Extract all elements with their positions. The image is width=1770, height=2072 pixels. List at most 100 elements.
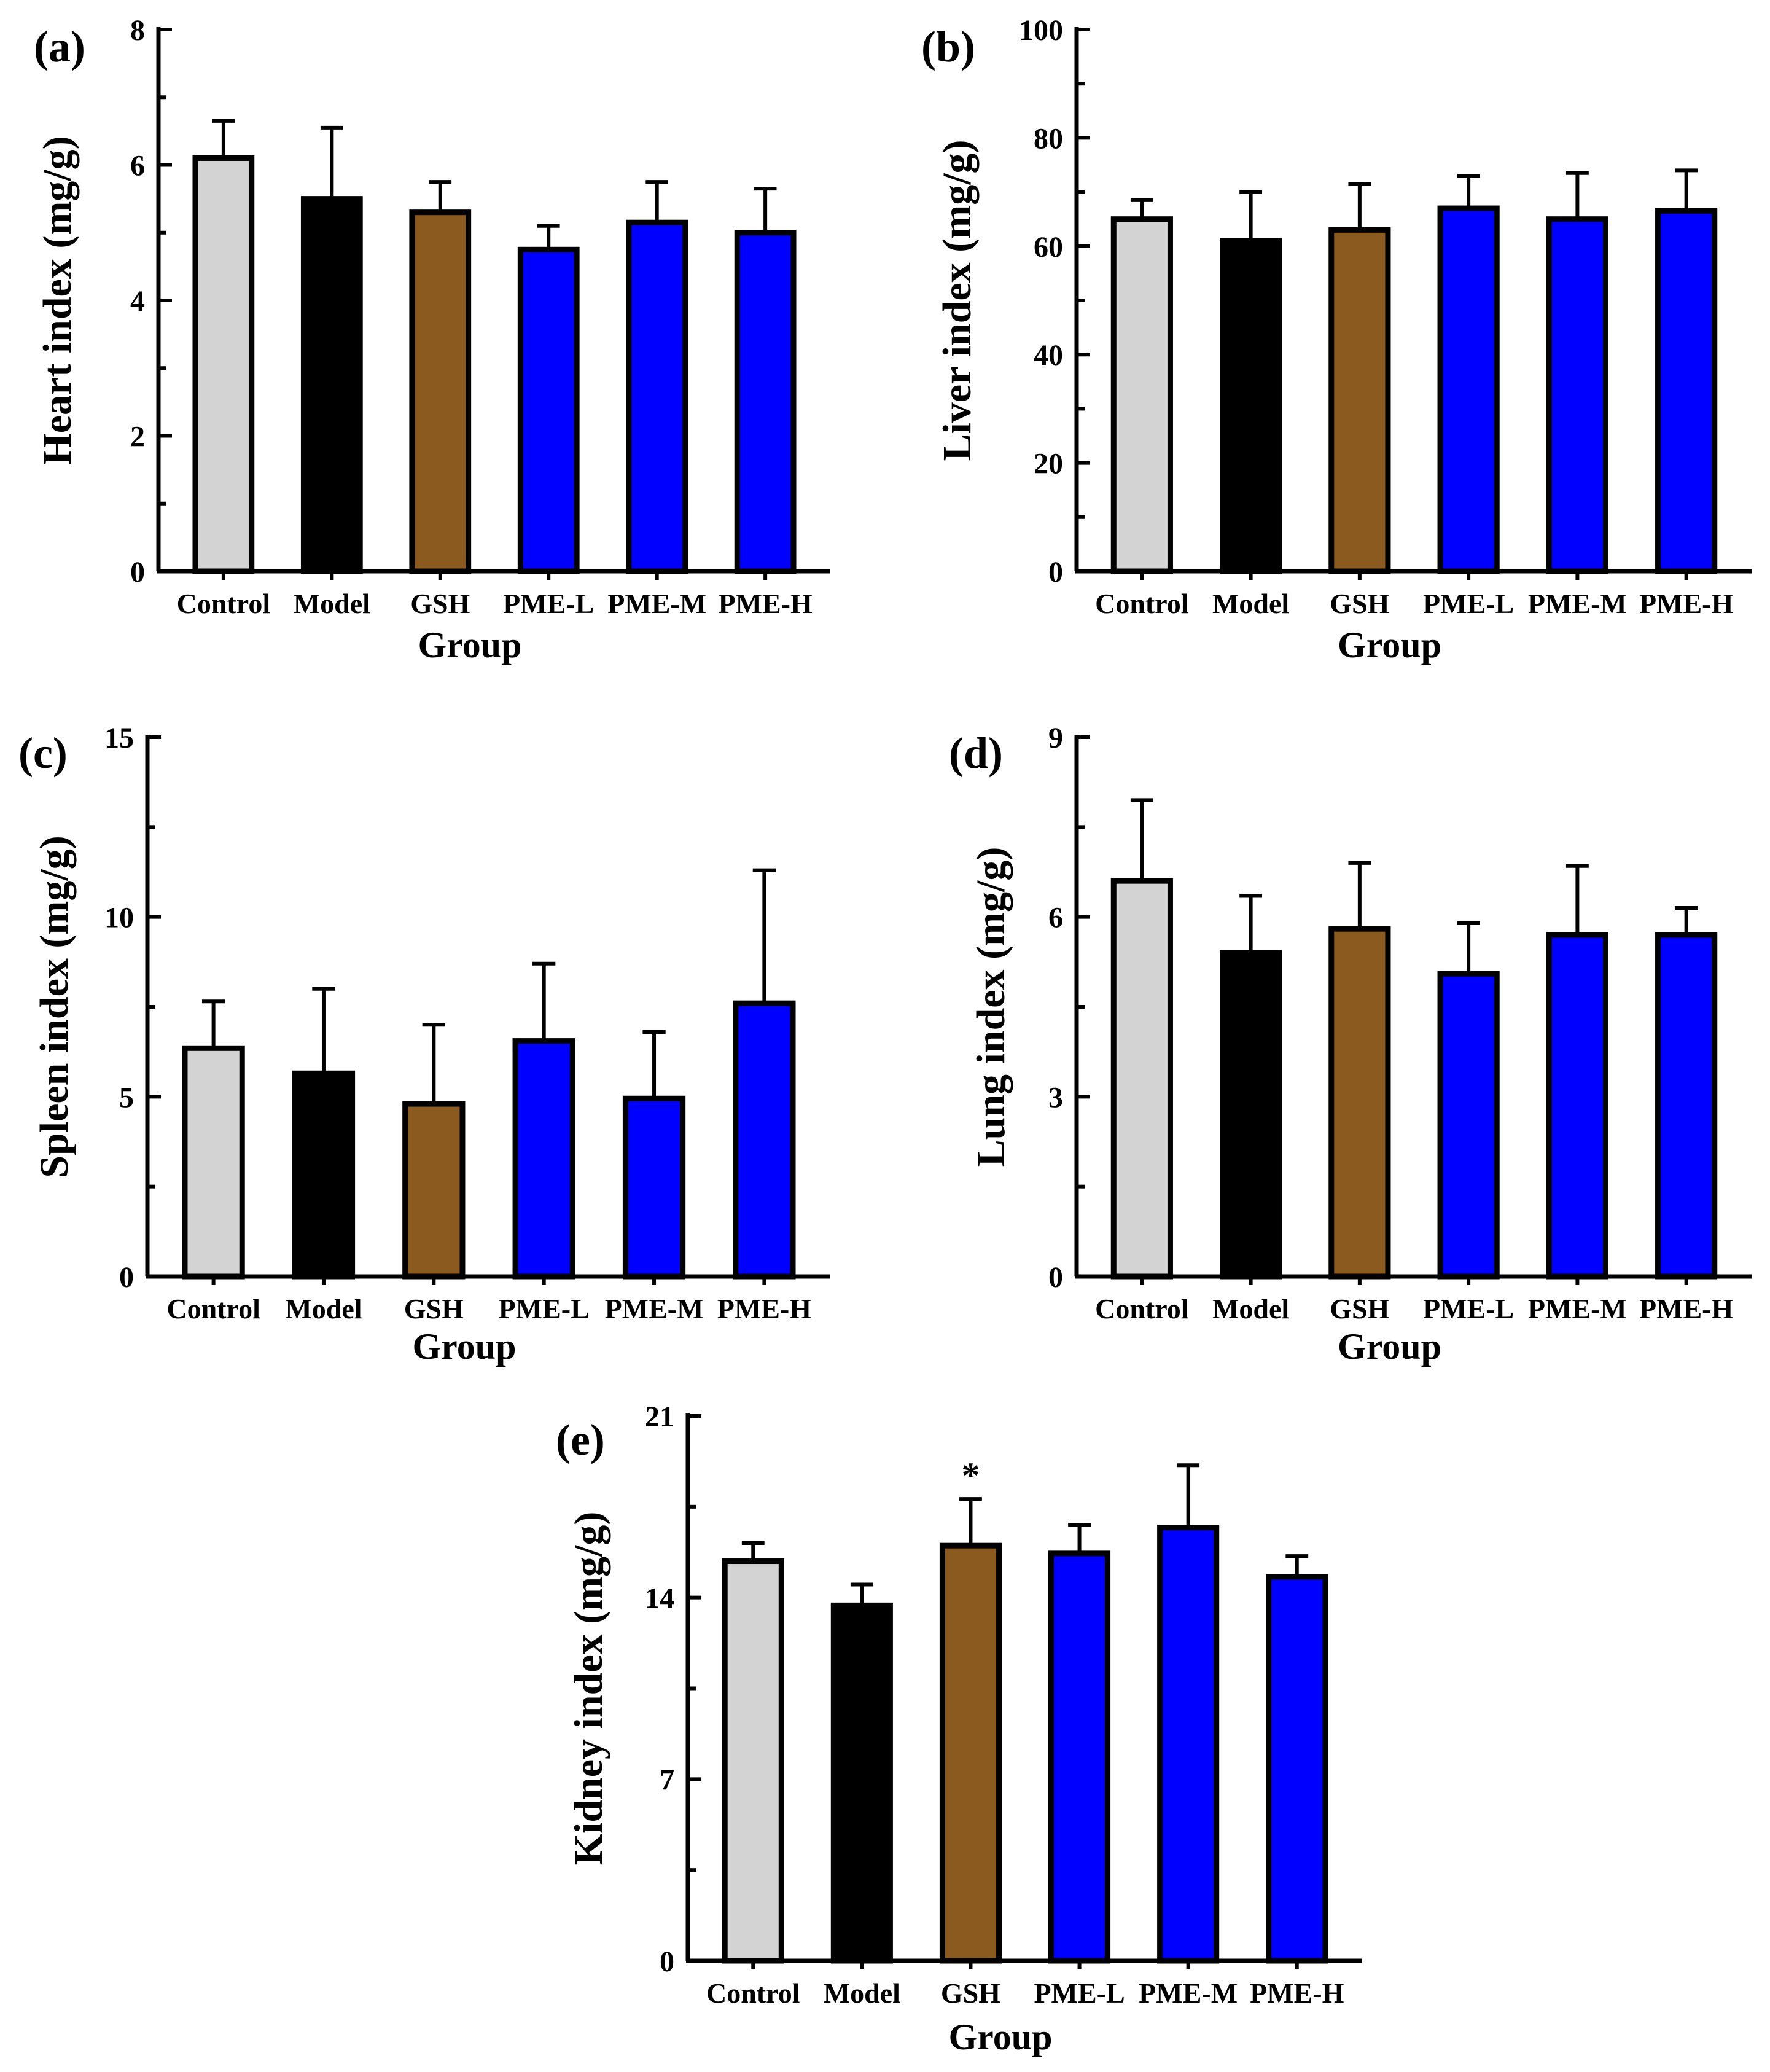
x-tick-label: PME-L <box>1423 1293 1514 1324</box>
y-axis-label: Kidney index (mg/g) <box>566 1512 611 1866</box>
y-tick-label: 0 <box>119 1261 134 1294</box>
x-tick-label: PME-M <box>1528 1293 1627 1324</box>
x-tick-label: GSH <box>404 1293 464 1324</box>
bar-pme-l <box>1437 971 1500 1280</box>
bar-gsh <box>409 209 472 574</box>
bar-pme-h <box>1266 1574 1328 1964</box>
y-tick-label: 8 <box>130 14 145 47</box>
bar-pme-h <box>1655 932 1718 1280</box>
x-tick-label: PME-M <box>1139 1977 1238 2009</box>
y-axis-label: Liver index (mg/g) <box>935 139 980 461</box>
panel-c: Control Model GSH PME-L PME-M PME-H 0 5 10 15 (c) S… <box>18 722 830 1367</box>
x-tick-label: PME-L <box>1034 1977 1125 2009</box>
x-tick-label: PME-L <box>1423 588 1514 619</box>
y-tick-label: 6 <box>1048 902 1063 934</box>
x-tick-label: GSH <box>941 1977 1000 2009</box>
y-tick-label: 40 <box>1034 339 1063 372</box>
x-tick-label: PME-H <box>718 588 813 619</box>
bar-pme-l <box>1048 1550 1111 1964</box>
bar-pme-h <box>734 230 797 574</box>
y-axis-label: Heart index (mg/g) <box>35 136 80 464</box>
y-tick-label: 10 <box>104 902 134 934</box>
x-tick-label: GSH <box>1330 1293 1389 1324</box>
panel-b: Control Model GSH PME-L PME-M PME-H 0 20 40 60 80 1… <box>921 14 1752 665</box>
x-axis-label: Group <box>413 1326 517 1367</box>
x-axis-label: Group <box>1338 625 1441 665</box>
y-tick-label: 2 <box>130 421 145 453</box>
y-axis-label: Lung index (mg/g) <box>969 847 1013 1167</box>
bar-pme-m <box>622 1095 686 1280</box>
bar-model <box>1220 238 1282 574</box>
y-tick-label: 21 <box>645 1401 674 1433</box>
bar-gsh <box>1328 926 1391 1280</box>
x-tick-label: GSH <box>1330 588 1389 619</box>
y-tick-label: 0 <box>1048 556 1063 588</box>
x-tick-label: Model <box>285 1293 362 1324</box>
bar-gsh <box>1328 227 1391 574</box>
y-axis-label: Spleen index (mg/g) <box>32 835 77 1178</box>
bar-pme-h <box>1655 208 1718 574</box>
x-tick-label: PME-H <box>1639 1293 1734 1324</box>
y-tick-label: 0 <box>1048 1261 1063 1294</box>
x-tick-label: PME-L <box>499 1293 590 1324</box>
x-tick-label: Model <box>294 588 370 619</box>
y-tick-label: 4 <box>130 285 145 318</box>
y-tick-label: 100 <box>1019 14 1063 47</box>
x-axis-label: Group <box>418 625 522 665</box>
panel-label: (e) <box>556 1415 605 1464</box>
bar-pme-h <box>733 1000 796 1280</box>
panel-e: Control Model GSH PME-L PME-M PME-H * 0 7 14 21 (e)… <box>556 1401 1362 2057</box>
x-tick-label: PME-M <box>1528 588 1627 619</box>
x-axis-label: Group <box>1338 1326 1441 1367</box>
x-tick-label: Model <box>824 1977 900 2009</box>
y-tick-label: 5 <box>119 1081 134 1114</box>
bar-control <box>722 1558 784 1964</box>
bar-pme-m <box>1546 216 1608 574</box>
x-tick-label: GSH <box>410 588 470 619</box>
bar-model <box>292 1070 356 1280</box>
x-tick-label: Model <box>1212 1293 1289 1324</box>
x-tick-label: Control <box>166 1293 260 1324</box>
x-tick-label: Control <box>706 1977 800 2009</box>
bar-pme-m <box>1546 932 1608 1280</box>
panel-label: (d) <box>949 729 1003 778</box>
bar-gsh <box>939 1542 1002 1964</box>
y-tick-label: 7 <box>660 1764 674 1796</box>
bar-pme-l <box>1437 205 1500 574</box>
bar-model <box>1220 950 1282 1280</box>
bar-model <box>300 196 363 574</box>
y-tick-label: 3 <box>1048 1081 1063 1114</box>
y-tick-label: 0 <box>660 1945 674 1978</box>
bar-pme-m <box>1157 1525 1220 1964</box>
x-tick-label: PME-L <box>503 588 594 619</box>
x-axis-label: Group <box>949 2017 1053 2057</box>
bar-control <box>1110 216 1173 574</box>
x-tick-label: PME-M <box>605 1293 704 1324</box>
bar-gsh <box>402 1101 466 1280</box>
y-tick-label: 9 <box>1048 722 1063 754</box>
bar-pme-m <box>626 219 688 574</box>
x-tick-label: PME-M <box>607 588 706 619</box>
bar-model <box>830 1602 893 1964</box>
bar-control <box>1110 878 1173 1280</box>
y-tick-label: 60 <box>1034 231 1063 264</box>
panel-label: (c) <box>18 729 68 778</box>
panel-a: Control Model GSH PME-L PME-M PME-H 0 2 4 6 8 (a) He… <box>34 14 830 665</box>
y-tick-label: 20 <box>1034 448 1063 480</box>
bar-pme-l <box>512 1038 575 1280</box>
panel-label: (b) <box>921 22 975 71</box>
x-tick-label: PME-H <box>1639 588 1734 619</box>
significance-marker: * <box>961 1455 980 1496</box>
panel-label: (a) <box>34 22 85 71</box>
y-tick-label: 15 <box>104 722 134 754</box>
bar-control <box>192 155 255 574</box>
x-tick-label: PME-H <box>717 1293 812 1324</box>
y-tick-label: 14 <box>645 1582 674 1615</box>
x-tick-label: Control <box>177 588 271 619</box>
panel-d: Control Model GSH PME-L PME-M PME-H 0 3 6 9 (d) Lun… <box>949 722 1752 1367</box>
x-tick-label: Model <box>1212 588 1289 619</box>
y-tick-label: 6 <box>130 150 145 182</box>
x-tick-label: PME-H <box>1250 1977 1344 2009</box>
x-tick-label: Control <box>1095 588 1189 619</box>
